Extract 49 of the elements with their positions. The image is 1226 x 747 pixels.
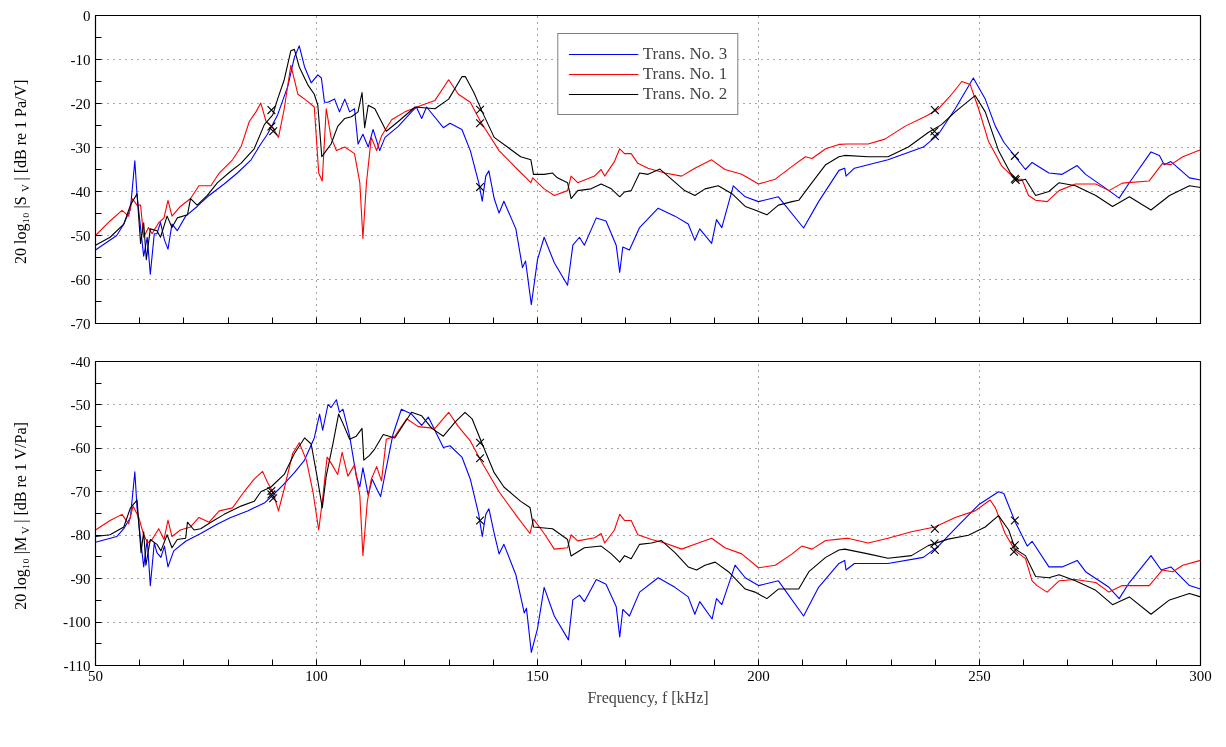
y-axis-title: 20 log₁₀ |SV| [dB re 1 Pa/V] (12, 79, 31, 265)
y-tick-label: -60 (70, 271, 91, 288)
legend-label: Trans. No. 1 (642, 64, 728, 84)
line-series (95, 64, 1201, 240)
y-tick-label: -10 (70, 51, 91, 68)
y-tick-label: -100 (63, 614, 91, 631)
point (266, 121, 276, 131)
point (268, 126, 278, 136)
y-tick-label: -50 (70, 227, 91, 244)
point (268, 493, 278, 503)
x-tick-label: 100 (305, 667, 328, 684)
point (930, 105, 940, 115)
point (475, 438, 485, 448)
point (930, 545, 940, 555)
y-tick-label: -90 (70, 570, 91, 587)
y-tick-label: -20 (70, 95, 91, 112)
y-tick-label: -60 (70, 440, 91, 457)
point (475, 516, 485, 525)
point (1010, 540, 1020, 550)
line-series (95, 45, 1201, 306)
legend-label: Trans. No. 2 (642, 84, 728, 104)
point (1009, 547, 1019, 557)
y-tick-label: -40 (70, 353, 91, 370)
y-tick-label: -70 (70, 483, 91, 500)
x-tick-label: 200 (747, 667, 770, 684)
x-tick-label: 250 (968, 667, 991, 684)
y-tick-label: -50 (70, 396, 91, 413)
point (266, 105, 276, 115)
point (930, 131, 940, 141)
point (1010, 516, 1020, 525)
point (475, 182, 485, 192)
y-tick-label: -30 (70, 139, 91, 156)
y-tick-label: 0 (83, 7, 91, 24)
x-tick-label: 300 (1189, 667, 1212, 684)
x-tick-label: 150 (526, 667, 549, 684)
point (929, 539, 939, 548)
point (475, 118, 485, 128)
point (475, 453, 485, 463)
point (929, 126, 939, 136)
y-tick-label: -70 (70, 315, 91, 332)
point (1010, 151, 1020, 161)
point (930, 524, 940, 534)
point (475, 105, 485, 115)
legend-label: Trans. No. 3 (642, 44, 728, 64)
y-tick-label: -40 (70, 183, 91, 200)
y-axis-title: 20 log₁₀ |MV| [dB re 1 V/Pa] (12, 422, 31, 610)
x-axis-title: Frequency, f [kHz] (587, 688, 709, 707)
y-tick-label: -80 (70, 527, 91, 544)
line-series (95, 399, 1201, 654)
